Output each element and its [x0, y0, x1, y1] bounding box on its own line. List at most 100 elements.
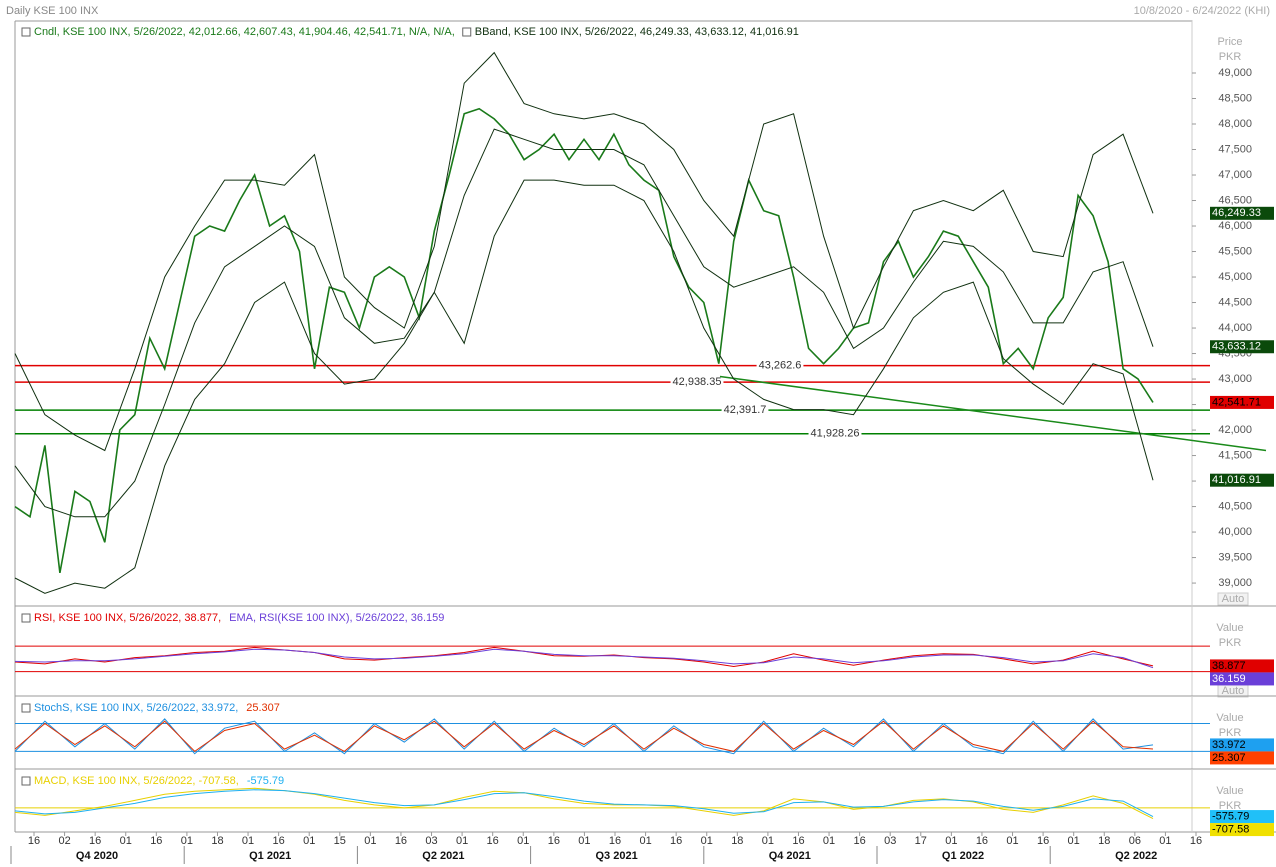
quarter-label: Q4 2021	[769, 850, 811, 862]
x-tick-label: 16	[487, 835, 499, 847]
value-tag	[1210, 672, 1274, 686]
legend-entry: MACD, KSE 100 INX, 5/26/2022, -707.58,	[34, 775, 239, 787]
value-tag-label: 38.877	[1212, 660, 1246, 672]
x-tick-label: 01	[364, 835, 376, 847]
legend-entry: RSI, KSE 100 INX, 5/26/2022, 38.877,	[34, 612, 221, 624]
x-tick-label: 18	[211, 835, 223, 847]
series-line	[14, 128, 1154, 518]
value-tag	[1210, 206, 1274, 220]
series-line	[14, 718, 1154, 755]
level-label-bg	[756, 359, 804, 372]
series-line	[14, 789, 1154, 818]
y-tick-label: 46,500	[1218, 194, 1252, 206]
level-label-bg	[721, 403, 769, 416]
y-tick-label: 47,000	[1218, 169, 1252, 181]
quarter-label: Q2 2021	[422, 850, 464, 862]
x-tick-label: 01	[1068, 835, 1080, 847]
legend-entry: BBand, KSE 100 INX, 5/26/2022, 46,249.33…	[475, 26, 799, 38]
y-tick-label: 44,500	[1218, 296, 1252, 308]
y-tick-label: 49,000	[1218, 67, 1252, 79]
legend-icon	[21, 613, 31, 623]
x-tick-label: 18	[731, 835, 743, 847]
x-tick-label: 01	[1159, 835, 1171, 847]
axis-title: Price	[1217, 36, 1242, 48]
quarter-label: Q1 2022	[942, 850, 984, 862]
value-tag	[1210, 473, 1274, 487]
legend-icon	[21, 776, 31, 786]
level-label-bg	[670, 376, 724, 389]
x-tick-label: 01	[242, 835, 254, 847]
level-label: 41,928.26	[811, 428, 860, 440]
legend-entry: -575.79	[247, 775, 284, 787]
x-tick-label: 16	[1037, 835, 1049, 847]
x-tick-label: 01	[181, 835, 193, 847]
series-line	[14, 648, 1154, 669]
legend-entry: EMA, RSI(KSE 100 INX), 5/26/2022, 36.159	[229, 612, 444, 624]
value-tag	[1210, 823, 1274, 837]
y-tick-label: 44,000	[1218, 322, 1252, 334]
axis-title: PKR	[1219, 727, 1242, 739]
value-tag-label: 33.972	[1212, 739, 1246, 751]
x-tick-label: 16	[273, 835, 285, 847]
legend-entry: 25.307	[246, 702, 280, 714]
quarter-label: Q2 2022	[1115, 850, 1157, 862]
x-tick-label: 17	[915, 835, 927, 847]
x-tick-label: 01	[639, 835, 651, 847]
level-label: 42,391.7	[724, 404, 767, 416]
x-tick-label: 01	[701, 835, 713, 847]
y-tick-label: 42,000	[1218, 424, 1252, 436]
y-tick-label: 41,500	[1218, 449, 1252, 461]
quarter-label: Q1 2021	[249, 850, 291, 862]
axis-title: PKR	[1219, 800, 1242, 812]
value-tag	[1210, 738, 1274, 752]
x-tick-label: 02	[58, 835, 70, 847]
trendline	[719, 375, 1267, 452]
y-tick-label: 46,000	[1218, 220, 1252, 232]
x-tick-label: 01	[456, 835, 468, 847]
header-range: 10/8/2020 - 6/24/2022 (KHI)	[1134, 5, 1270, 17]
x-tick-label: 15	[334, 835, 346, 847]
value-tag-label: 36.159	[1212, 673, 1246, 685]
legend-icon	[21, 27, 31, 37]
x-tick-label: 01	[120, 835, 132, 847]
x-tick-label: 16	[976, 835, 988, 847]
x-tick-label: 16	[395, 835, 407, 847]
x-tick-label: 06	[1129, 835, 1141, 847]
x-tick-label: 16	[670, 835, 682, 847]
y-tick-label: 40,500	[1218, 500, 1252, 512]
x-tick-label: 03	[884, 835, 896, 847]
x-tick-label: 01	[823, 835, 835, 847]
level-label: 43,262.6	[759, 360, 802, 372]
value-tag-label: 41,016.91	[1212, 474, 1261, 486]
x-tick-label: 16	[854, 835, 866, 847]
x-tick-label: 01	[1006, 835, 1018, 847]
value-tag-label: 25.307	[1212, 752, 1246, 764]
legend-entry: Cndl, KSE 100 INX, 5/26/2022, 42,012.66,…	[34, 26, 455, 38]
quarter-label: Q4 2020	[76, 850, 118, 862]
legend-icon	[462, 27, 472, 37]
x-tick-label: 16	[548, 835, 560, 847]
level-label: 42,938.35	[673, 376, 722, 388]
value-tag	[1210, 340, 1274, 354]
quarter-label: Q3 2021	[595, 850, 637, 862]
level-label-bg	[808, 427, 862, 440]
scale-mode: Auto	[1222, 593, 1245, 605]
value-tag-label: 42,541.71	[1212, 396, 1261, 408]
x-tick-label: 01	[762, 835, 774, 847]
y-tick-label: 39,500	[1218, 551, 1252, 563]
y-tick-label: 40,000	[1218, 526, 1252, 538]
y-tick-label: 48,000	[1218, 118, 1252, 130]
x-tick-label: 16	[89, 835, 101, 847]
scale-button	[1217, 592, 1249, 606]
axis-title: Value	[1216, 622, 1243, 634]
x-tick-label: 01	[303, 835, 315, 847]
x-tick-label: 16	[150, 835, 162, 847]
value-tag-label: -575.79	[1212, 810, 1249, 822]
x-tick-label: 16	[28, 835, 40, 847]
x-tick-label: 01	[517, 835, 529, 847]
series-line	[14, 720, 1154, 753]
value-tag	[1210, 395, 1274, 409]
x-tick-label: 16	[609, 835, 621, 847]
